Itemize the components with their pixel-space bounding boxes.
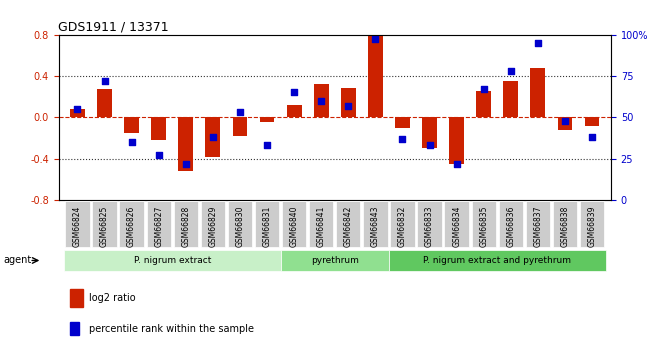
Point: [451, 161, 462, 166]
FancyBboxPatch shape: [282, 201, 306, 247]
Point: [316, 98, 326, 104]
Text: agent: agent: [3, 256, 31, 265]
Bar: [124, 117, 139, 133]
Bar: [205, 117, 220, 157]
Bar: [530, 68, 545, 117]
Point: [506, 68, 516, 74]
Point: [153, 152, 164, 158]
FancyBboxPatch shape: [526, 201, 550, 247]
Text: GSM66829: GSM66829: [209, 206, 217, 247]
Text: GSM66840: GSM66840: [290, 206, 298, 247]
Text: GSM66838: GSM66838: [560, 206, 569, 247]
Point: [126, 139, 137, 145]
Text: GSM66830: GSM66830: [235, 206, 244, 247]
Bar: [178, 117, 193, 171]
Bar: [70, 322, 79, 335]
FancyBboxPatch shape: [65, 201, 90, 247]
Bar: [503, 81, 518, 117]
Point: [397, 136, 408, 141]
Point: [181, 161, 191, 166]
FancyBboxPatch shape: [174, 201, 198, 247]
Text: GSM66824: GSM66824: [73, 206, 82, 247]
FancyBboxPatch shape: [64, 250, 281, 271]
FancyBboxPatch shape: [255, 201, 280, 247]
Bar: [70, 289, 83, 307]
Bar: [558, 117, 573, 130]
FancyBboxPatch shape: [146, 201, 171, 247]
FancyBboxPatch shape: [389, 250, 606, 271]
FancyBboxPatch shape: [309, 201, 333, 247]
FancyBboxPatch shape: [336, 201, 361, 247]
Bar: [97, 89, 112, 117]
Bar: [314, 84, 329, 117]
Point: [99, 78, 110, 83]
FancyBboxPatch shape: [227, 201, 252, 247]
FancyBboxPatch shape: [499, 201, 523, 247]
Text: GSM66843: GSM66843: [371, 206, 380, 247]
Bar: [233, 117, 248, 136]
Bar: [422, 117, 437, 148]
Text: GDS1911 / 13371: GDS1911 / 13371: [58, 20, 169, 33]
Text: GSM66842: GSM66842: [344, 206, 353, 247]
Text: GSM66833: GSM66833: [425, 206, 434, 247]
FancyBboxPatch shape: [92, 201, 117, 247]
Point: [370, 37, 381, 42]
Bar: [70, 109, 85, 117]
FancyBboxPatch shape: [552, 201, 577, 247]
Text: GSM66836: GSM66836: [506, 206, 515, 247]
Text: GSM66825: GSM66825: [100, 206, 109, 247]
FancyBboxPatch shape: [201, 201, 225, 247]
Bar: [449, 117, 464, 164]
Text: GSM66837: GSM66837: [534, 206, 542, 247]
Bar: [341, 88, 356, 117]
Point: [587, 135, 597, 140]
Text: P. nigrum extract: P. nigrum extract: [133, 256, 211, 265]
Point: [289, 90, 299, 95]
Text: GSM66832: GSM66832: [398, 206, 407, 247]
Text: log2 ratio: log2 ratio: [89, 293, 135, 303]
Text: GSM66831: GSM66831: [263, 206, 272, 247]
Point: [533, 40, 543, 46]
FancyBboxPatch shape: [390, 201, 415, 247]
Point: [208, 135, 218, 140]
Text: pyrethrum: pyrethrum: [311, 256, 359, 265]
Text: GSM66841: GSM66841: [317, 206, 326, 247]
Point: [560, 118, 570, 124]
Bar: [259, 117, 274, 122]
Bar: [287, 105, 302, 117]
Text: percentile rank within the sample: percentile rank within the sample: [89, 324, 254, 334]
Bar: [584, 117, 599, 126]
Point: [235, 110, 245, 115]
Bar: [368, 34, 383, 117]
FancyBboxPatch shape: [471, 201, 496, 247]
Text: GSM66828: GSM66828: [181, 206, 190, 247]
FancyBboxPatch shape: [363, 201, 387, 247]
Text: P. nigrum extract and pyrethrum: P. nigrum extract and pyrethrum: [423, 256, 571, 265]
Point: [424, 143, 435, 148]
Bar: [151, 117, 166, 140]
FancyBboxPatch shape: [120, 201, 144, 247]
Bar: [476, 91, 491, 117]
Text: GSM66835: GSM66835: [479, 206, 488, 247]
FancyBboxPatch shape: [281, 250, 389, 271]
Text: GSM66827: GSM66827: [154, 206, 163, 247]
Text: GSM66834: GSM66834: [452, 206, 461, 247]
Point: [343, 103, 354, 108]
FancyBboxPatch shape: [580, 201, 604, 247]
Point: [478, 86, 489, 92]
Point: [262, 143, 272, 148]
FancyBboxPatch shape: [445, 201, 469, 247]
Text: GSM66839: GSM66839: [588, 206, 597, 247]
Bar: [395, 117, 410, 128]
Point: [72, 106, 83, 112]
FancyBboxPatch shape: [417, 201, 442, 247]
Text: GSM66826: GSM66826: [127, 206, 136, 247]
